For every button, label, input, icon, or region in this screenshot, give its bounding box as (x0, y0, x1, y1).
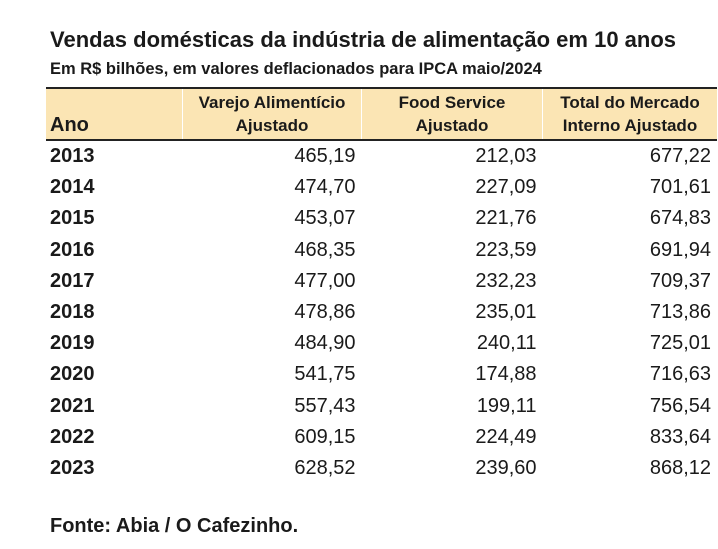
header-row: Ano Varejo Alimentício Ajustado Food Ser… (46, 87, 717, 141)
food-service-cell: 199,11 (476, 394, 537, 417)
year-cell: 2022 (50, 425, 95, 448)
food-service-cell: 227,09 (475, 176, 537, 199)
varejo-cell: 541,75 (294, 363, 356, 386)
header-total-line2: Interno Ajustado (562, 116, 698, 135)
total-cell: 868,12 (649, 456, 711, 479)
year-cell: 2019 (50, 332, 95, 355)
table-row: 2015 453,07 221,76 674,83 (46, 203, 717, 234)
varejo-cell: 453,07 (294, 207, 356, 230)
table-header: Ano Varejo Alimentício Ajustado Food Ser… (46, 87, 717, 141)
header-food-service: Food Service Ajustado (361, 87, 543, 141)
varejo-cell: 484,90 (294, 332, 356, 355)
year-cell: 2017 (50, 269, 95, 292)
table-row: 2021 557,43 199,11 756,54 (46, 391, 717, 422)
year-cell: 2018 (50, 301, 95, 324)
year-cell: 2023 (50, 456, 95, 479)
varejo-cell: 478,86 (294, 301, 356, 324)
total-cell: 716,63 (649, 363, 711, 386)
header-food-service-line1: Food Service (398, 93, 506, 112)
varejo-cell: 465,19 (294, 145, 356, 168)
varejo-cell: 609,15 (294, 425, 356, 448)
food-service-cell: 239,60 (475, 456, 537, 479)
year-cell: 2014 (50, 176, 95, 199)
table-row: 2013 465,19 212,03 677,22 (46, 140, 717, 172)
varejo-cell: 557,43 (294, 394, 356, 417)
table-row: 2023 628,52 239,60 868,12 (46, 453, 717, 484)
table-row: 2019 484,90 240,11 725,01 (46, 328, 717, 359)
header-varejo-line1: Varejo Alimentício (198, 93, 346, 112)
year-cell: 2021 (50, 394, 95, 417)
total-cell: 833,64 (649, 425, 711, 448)
food-service-cell: 235,01 (475, 301, 537, 324)
total-cell: 709,37 (649, 269, 711, 292)
table-row: 2016 468,35 223,59 691,94 (46, 235, 717, 266)
total-cell: 756,54 (649, 394, 711, 417)
sales-table: Ano Varejo Alimentício Ajustado Food Ser… (46, 87, 717, 484)
total-cell: 725,01 (649, 332, 711, 355)
source-note: Fonte: Abia / O Cafezinho. (50, 515, 299, 537)
total-cell: 677,22 (649, 145, 711, 168)
year-cell: 2013 (50, 145, 95, 168)
varejo-cell: 477,00 (294, 269, 356, 292)
varejo-cell: 628,52 (294, 456, 356, 479)
chart-title: Vendas domésticas da indústria de alimen… (50, 27, 677, 52)
header-ano: Ano (46, 87, 183, 141)
total-cell: 691,94 (649, 238, 711, 261)
year-cell: 2020 (50, 363, 95, 386)
total-cell: 674,83 (649, 207, 711, 230)
food-service-cell: 224,49 (475, 425, 537, 448)
header-total: Total do Mercado Interno Ajustado (542, 87, 717, 141)
varejo-cell: 474,70 (294, 176, 356, 199)
header-varejo-line2: Ajustado (235, 116, 309, 135)
food-service-cell: 174,88 (475, 363, 537, 386)
chart-subtitle: Em R$ bilhões, em valores deflacionados … (50, 60, 542, 78)
table-row: 2020 541,75 174,88 716,63 (46, 359, 717, 390)
header-varejo: Varejo Alimentício Ajustado (182, 87, 362, 141)
total-cell: 701,61 (649, 176, 711, 199)
table-row: 2018 478,86 235,01 713,86 (46, 297, 717, 328)
year-cell: 2015 (50, 207, 95, 230)
food-service-cell: 212,03 (475, 145, 537, 168)
year-cell: 2016 (50, 238, 95, 261)
header-total-line1: Total do Mercado (560, 93, 700, 112)
food-service-cell: 232,23 (475, 269, 537, 292)
header-ano-label: Ano (50, 114, 89, 136)
total-cell: 713,86 (649, 301, 711, 324)
header-food-service-line2: Ajustado (415, 116, 489, 135)
food-service-cell: 223,59 (475, 238, 537, 261)
varejo-cell: 468,35 (294, 238, 356, 261)
food-service-cell: 240,11 (476, 332, 537, 355)
table-body: 2013 465,19 212,03 677,22 2014 474,70 227,09 70… (46, 140, 717, 484)
table-row: 2017 477,00 232,23 709,37 (46, 266, 717, 297)
table-row: 2014 474,70 227,09 701,61 (46, 172, 717, 203)
food-service-cell: 221,76 (475, 207, 537, 230)
table-row: 2022 609,15 224,49 833,64 (46, 422, 717, 453)
